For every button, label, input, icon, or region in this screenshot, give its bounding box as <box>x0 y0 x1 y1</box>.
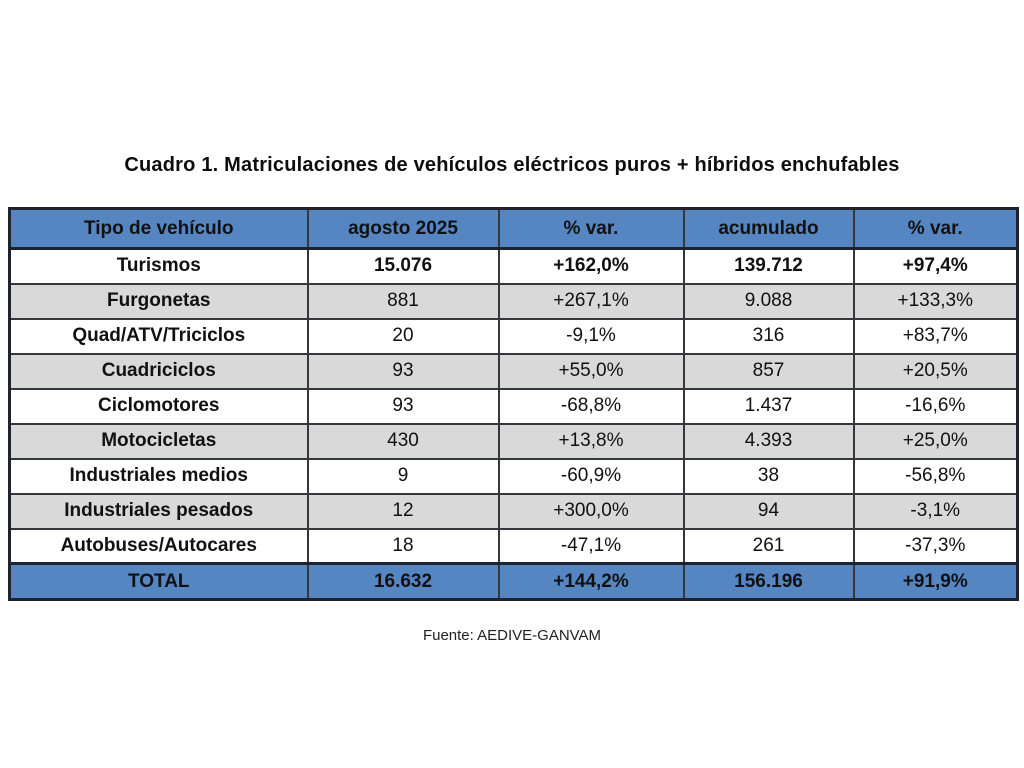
col-header-pct-var-acum: % var. <box>852 207 1019 250</box>
cell-var-acum: +97,4% <box>852 247 1019 285</box>
table-row-furgonetas: Furgonetas 881 +267,1% 9.088 +133,3% <box>8 282 1019 320</box>
cell-var-acum: -3,1% <box>852 492 1019 530</box>
cell-tipo: Industriales pesados <box>8 492 309 530</box>
cell-var-acum: +83,7% <box>852 317 1019 355</box>
col-header-acumulado: acumulado <box>682 207 855 250</box>
cell-total-acumulado: 156.196 <box>682 562 855 601</box>
header-row: Tipo de vehículo agosto 2025 % var. acum… <box>8 207 1019 250</box>
cell-acumulado: 9.088 <box>682 282 855 320</box>
table-row-quad-atv-triciclos: Quad/ATV/Triciclos 20 -9,1% 316 +83,7% <box>8 317 1019 355</box>
cell-tipo: Ciclomotores <box>8 387 309 425</box>
col-header-pct-var-mes: % var. <box>497 207 685 250</box>
cell-var-mes: +162,0% <box>497 247 685 285</box>
cell-acumulado: 857 <box>682 352 855 390</box>
cell-agosto: 881 <box>306 282 500 320</box>
cell-tipo: Cuadriciclos <box>8 352 309 390</box>
cell-var-mes: +55,0% <box>497 352 685 390</box>
table-row-turismos: Turismos 15.076 +162,0% 139.712 +97,4% <box>8 247 1019 285</box>
cell-agosto: 18 <box>306 527 500 565</box>
cell-acumulado: 316 <box>682 317 855 355</box>
cell-total-var-mes: +144,2% <box>497 562 685 601</box>
cell-agosto: 93 <box>306 387 500 425</box>
cell-var-mes: -47,1% <box>497 527 685 565</box>
cell-total-label: TOTAL <box>8 562 309 601</box>
cell-var-mes: +267,1% <box>497 282 685 320</box>
cell-tipo: Turismos <box>8 247 309 285</box>
cell-var-acum: -37,3% <box>852 527 1019 565</box>
table-row-industriales-pesados: Industriales pesados 12 +300,0% 94 -3,1% <box>8 492 1019 530</box>
table-row-industriales-medios: Industriales medios 9 -60,9% 38 -56,8% <box>8 457 1019 495</box>
cell-var-mes: +300,0% <box>497 492 685 530</box>
table-row-motocicletas: Motocicletas 430 +13,8% 4.393 +25,0% <box>8 422 1019 460</box>
cell-tipo: Industriales medios <box>8 457 309 495</box>
cell-var-mes: -9,1% <box>497 317 685 355</box>
cell-var-mes: -60,9% <box>497 457 685 495</box>
col-header-tipo-de-vehiculo: Tipo de vehículo <box>8 207 309 250</box>
table-row-autobuses-autocares: Autobuses/Autocares 18 -47,1% 261 -37,3% <box>8 527 1019 565</box>
cell-acumulado: 261 <box>682 527 855 565</box>
cell-var-acum: -56,8% <box>852 457 1019 495</box>
cell-total-agosto: 16.632 <box>306 562 500 601</box>
cell-var-acum: +20,5% <box>852 352 1019 390</box>
table-row-ciclomotores: Ciclomotores 93 -68,8% 1.437 -16,6% <box>8 387 1019 425</box>
cell-agosto: 12 <box>306 492 500 530</box>
cell-tipo: Motocicletas <box>8 422 309 460</box>
cell-agosto: 15.076 <box>306 247 500 285</box>
cell-tipo: Quad/ATV/Triciclos <box>8 317 309 355</box>
table-row-cuadriciclos: Cuadriciclos 93 +55,0% 857 +20,5% <box>8 352 1019 390</box>
cell-acumulado: 94 <box>682 492 855 530</box>
cell-agosto: 20 <box>306 317 500 355</box>
col-header-agosto-2025: agosto 2025 <box>306 207 500 250</box>
source-caption: Fuente: AEDIVE-GANVAM <box>422 627 602 644</box>
table-title: Cuadro 1. Matriculaciones de vehículos e… <box>124 154 900 176</box>
cell-var-acum: +25,0% <box>852 422 1019 460</box>
cell-var-mes: -68,8% <box>497 387 685 425</box>
cell-acumulado: 139.712 <box>682 247 855 285</box>
cell-total-var-acum: +91,9% <box>852 562 1019 601</box>
cell-agosto: 430 <box>306 422 500 460</box>
cell-acumulado: 38 <box>682 457 855 495</box>
cell-agosto: 93 <box>306 352 500 390</box>
total-row: TOTAL 16.632 +144,2% 156.196 +91,9% <box>8 562 1019 601</box>
cell-acumulado: 4.393 <box>682 422 855 460</box>
cell-tipo: Furgonetas <box>8 282 309 320</box>
cell-var-acum: -16,6% <box>852 387 1019 425</box>
registrations-table: Tipo de vehículo agosto 2025 % var. acum… <box>8 207 1019 601</box>
cell-agosto: 9 <box>306 457 500 495</box>
cell-var-acum: +133,3% <box>852 282 1019 320</box>
cell-acumulado: 1.437 <box>682 387 855 425</box>
cell-tipo: Autobuses/Autocares <box>8 527 309 565</box>
cell-var-mes: +13,8% <box>497 422 685 460</box>
